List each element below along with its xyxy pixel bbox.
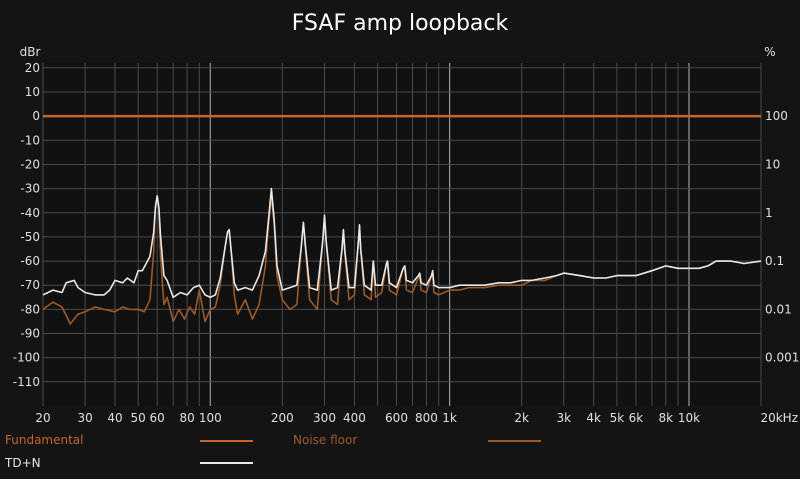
x-tick-label: 20kHz — [760, 411, 798, 425]
x-tick-label: 60 — [150, 411, 165, 425]
y-tick-label: -60 — [20, 254, 40, 268]
y-tick-label: -70 — [20, 278, 40, 292]
legend-noise-label: Noise floor — [293, 433, 357, 447]
x-tick-label: 5k — [610, 411, 625, 425]
x-tick-label: 300 — [313, 411, 336, 425]
x-tick-label: 400 — [343, 411, 366, 425]
x-tick-label: 20 — [35, 411, 50, 425]
x-tick-label: 600 — [385, 411, 408, 425]
y-tick-label: -80 — [20, 302, 40, 316]
axes: 20100-10-20-30-40-50-60-70-80-90-100-110… — [13, 61, 800, 425]
right-axis-unit: % — [764, 45, 775, 59]
legend: Fundamental Noise floor TD+N — [4, 433, 541, 470]
y-tick-label: 20 — [25, 61, 40, 75]
x-tick-label: 100 — [199, 411, 222, 425]
right-tick-label: 0.1 — [765, 254, 784, 268]
x-tick-label: 4k — [586, 411, 601, 425]
y-tick-label: -30 — [20, 182, 40, 196]
x-tick-label: 800 — [415, 411, 438, 425]
x-tick-label: 50 — [131, 411, 146, 425]
x-tick-label: 8k — [659, 411, 674, 425]
x-tick-label: 6k — [629, 411, 644, 425]
right-tick-label: 0.01 — [765, 302, 792, 316]
x-tick-label: 3k — [557, 411, 572, 425]
x-tick-label: 30 — [77, 411, 92, 425]
y-tick-label: -90 — [20, 327, 40, 341]
x-tick-label: 200 — [271, 411, 294, 425]
plot-area — [43, 63, 761, 406]
x-tick-label: 2k — [514, 411, 529, 425]
left-axis-unit: dBr — [20, 45, 41, 59]
y-tick-label: -20 — [20, 158, 40, 172]
legend-fundamental-label: Fundamental — [5, 433, 84, 447]
right-tick-label: 0.001 — [765, 351, 799, 365]
x-tick-label: 10k — [678, 411, 700, 425]
y-tick-label: -10 — [20, 133, 40, 147]
y-tick-label: -100 — [13, 351, 40, 365]
y-tick-label: 10 — [25, 85, 40, 99]
x-tick-label: 1k — [442, 411, 457, 425]
y-tick-label: 0 — [32, 109, 40, 123]
right-tick-label: 10 — [765, 158, 780, 172]
legend-tdn-label: TD+N — [4, 456, 41, 470]
y-tick-label: -110 — [13, 375, 40, 389]
y-tick-label: -40 — [20, 206, 40, 220]
right-tick-label: 100 — [765, 109, 788, 123]
grid — [42, 63, 762, 406]
chart-title: FSAF amp loopback — [292, 11, 509, 36]
x-tick-label: 80 — [179, 411, 194, 425]
x-tick-label: 40 — [107, 411, 122, 425]
right-tick-label: 1 — [765, 206, 773, 220]
y-tick-label: -50 — [20, 230, 40, 244]
series-tdn — [42, 187, 762, 299]
series-layer — [42, 114, 762, 325]
